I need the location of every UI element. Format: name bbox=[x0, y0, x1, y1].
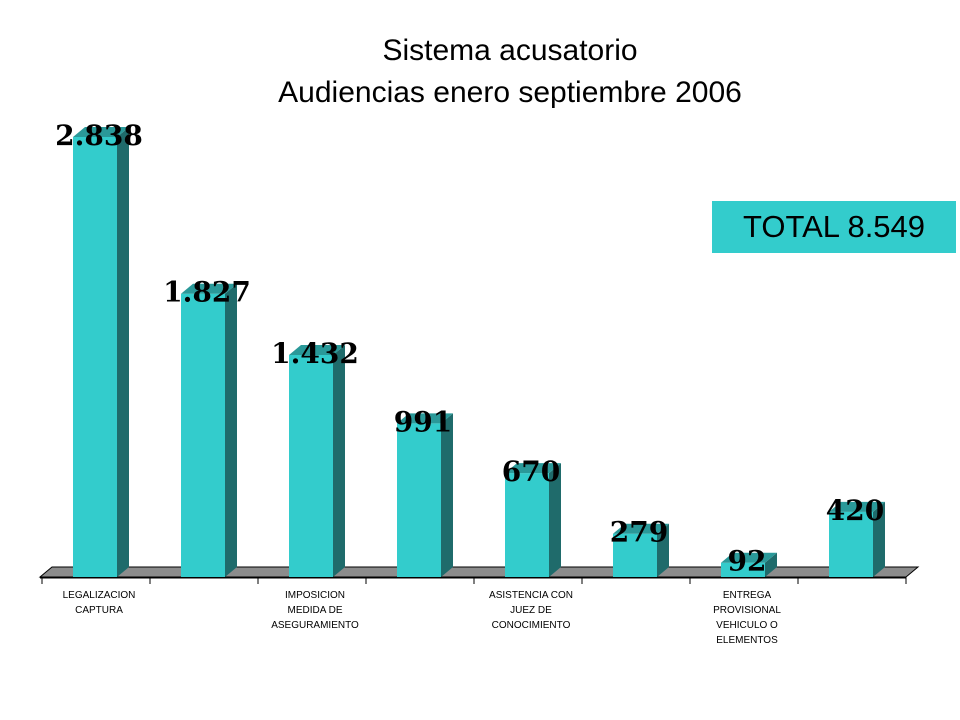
bar-top bbox=[181, 283, 237, 294]
bar bbox=[721, 562, 765, 577]
bar bbox=[181, 293, 225, 577]
data-label: 2.838 bbox=[55, 119, 143, 152]
bar bbox=[829, 511, 873, 577]
bar-top bbox=[73, 127, 129, 137]
bar-top bbox=[829, 501, 885, 512]
bar-side bbox=[225, 283, 237, 577]
bar-side bbox=[549, 463, 561, 577]
category-label: VEHICULO O bbox=[716, 620, 778, 631]
chart-floor bbox=[38, 566, 920, 578]
category-label: JUEZ DE bbox=[510, 605, 552, 616]
bar-side bbox=[765, 552, 777, 577]
bar-top bbox=[505, 463, 561, 474]
chart-title: Sistema acusatorio bbox=[382, 34, 638, 67]
data-label: 420 bbox=[826, 494, 884, 527]
bar-top bbox=[613, 523, 669, 534]
bar-side bbox=[441, 413, 453, 577]
bar bbox=[73, 137, 117, 577]
data-label: 991 bbox=[394, 405, 452, 438]
bar bbox=[613, 533, 657, 577]
category-label: CONOCIMIENTO bbox=[492, 620, 571, 631]
category-label: PROVISIONAL bbox=[713, 605, 781, 616]
data-label: 1.432 bbox=[271, 337, 359, 370]
bar bbox=[505, 473, 549, 577]
total-label: TOTAL 8.549 bbox=[742, 209, 926, 244]
bar-top bbox=[289, 344, 345, 355]
category-label: LEGALIZACION bbox=[63, 590, 136, 601]
data-label: 92 bbox=[728, 545, 767, 578]
category-label: ASEGURAMIENTO bbox=[271, 620, 359, 631]
category-label: ENTREGA bbox=[723, 590, 772, 601]
total-badge: TOTAL 8.549 bbox=[712, 201, 956, 253]
category-label: CAPTURA bbox=[75, 605, 123, 616]
chart-subtitle: Audiencias enero septiembre 2006 bbox=[278, 76, 742, 109]
chart-title-block: Sistema acusatorio Audiencias enero sept… bbox=[200, 30, 820, 114]
bar-side bbox=[333, 344, 345, 577]
data-label: 1.827 bbox=[163, 276, 251, 309]
category-label: IMPOSICION bbox=[285, 590, 345, 601]
bar-top bbox=[397, 413, 453, 424]
bar bbox=[289, 354, 333, 577]
bar-side bbox=[657, 523, 669, 577]
bar bbox=[397, 423, 441, 577]
category-label: MEDIDA DE bbox=[287, 605, 342, 616]
category-label: ELEMENTOS bbox=[716, 635, 778, 646]
data-label: 279 bbox=[610, 516, 668, 549]
bar-top bbox=[721, 552, 777, 563]
category-label: ASISTENCIA CON bbox=[489, 590, 573, 601]
data-label: 670 bbox=[502, 455, 560, 488]
bar-side bbox=[873, 501, 885, 577]
bar-side bbox=[117, 127, 129, 577]
